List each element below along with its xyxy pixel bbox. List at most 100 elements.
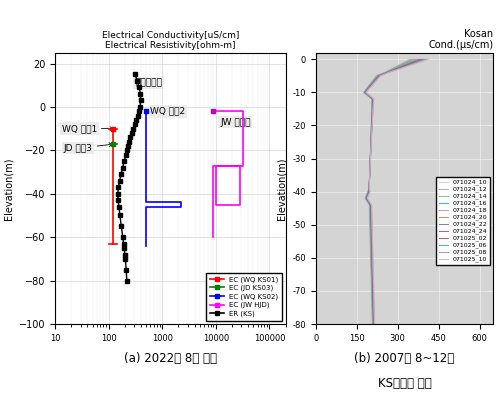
071024_18: [367, 216, 373, 221]
071024_12: [362, 196, 368, 201]
071024_18: [370, 315, 376, 320]
071024_14: [366, 183, 372, 188]
071024_24: [376, 73, 382, 78]
071024_12: [369, 322, 375, 326]
071024_24: [369, 116, 375, 121]
071025_02: [368, 83, 374, 88]
071025_06: [385, 70, 391, 75]
EC (WQ KS02): [143, 205, 149, 209]
071024_24: [369, 123, 375, 128]
071024_12: [367, 236, 373, 241]
071024_18: [372, 77, 378, 81]
071025_02: [370, 302, 376, 307]
071025_06: [369, 216, 375, 221]
071024_20: [368, 229, 374, 234]
071024_24: [370, 302, 376, 307]
071024_22: [384, 70, 390, 75]
071025_10: [370, 249, 376, 254]
071025_06: [370, 256, 376, 260]
071025_08: [370, 282, 376, 287]
071024_24: [366, 183, 372, 188]
071024_16: [368, 149, 374, 154]
071025_08: [369, 216, 375, 221]
071024_20: [369, 262, 375, 267]
EC (JW HJD): [210, 235, 216, 240]
Text: JW 한장동: JW 한장동: [220, 117, 250, 127]
071025_06: [369, 229, 375, 234]
071024_12: [369, 295, 375, 300]
071025_06: [370, 110, 376, 115]
071024_20: [368, 249, 374, 254]
ER (KS): [126, 139, 132, 144]
071025_10: [370, 256, 376, 260]
071024_16: [368, 123, 374, 128]
071025_06: [366, 183, 372, 188]
071024_22: [368, 236, 374, 241]
071024_14: [366, 186, 372, 191]
071024_20: [399, 64, 405, 68]
071025_10: [371, 288, 377, 293]
071025_10: [372, 322, 378, 326]
071024_14: [367, 209, 373, 214]
071024_22: [370, 315, 376, 320]
071024_10: [369, 302, 375, 307]
071025_02: [368, 136, 374, 141]
071025_06: [374, 77, 380, 81]
071025_10: [371, 315, 377, 320]
071024_24: [410, 60, 416, 65]
071024_20: [370, 302, 376, 307]
071024_10: [366, 209, 372, 214]
071024_22: [366, 189, 372, 194]
071024_10: [366, 176, 372, 181]
071025_10: [363, 90, 369, 95]
071025_06: [368, 149, 374, 154]
071025_08: [366, 87, 372, 92]
071024_12: [369, 110, 375, 115]
071024_14: [374, 73, 380, 78]
071025_06: [371, 80, 377, 85]
071024_14: [369, 110, 375, 115]
Text: WQ 고산1: WQ 고산1: [62, 124, 114, 133]
EC (WQ KS02): [143, 243, 149, 248]
071025_06: [394, 67, 400, 72]
071024_10: [368, 282, 374, 287]
071024_12: [367, 229, 373, 234]
071024_20: [367, 83, 373, 88]
071025_02: [370, 275, 376, 280]
071024_24: [367, 169, 373, 174]
EC (JW HJD): [210, 109, 216, 114]
071024_20: [370, 322, 376, 326]
071024_12: [363, 192, 369, 197]
071025_02: [368, 222, 374, 227]
071024_18: [366, 189, 372, 194]
071024_12: [367, 209, 373, 214]
071024_18: [369, 288, 375, 293]
071024_14: [403, 60, 409, 65]
071024_14: [368, 130, 374, 134]
ER (KS): [118, 172, 124, 177]
ER (KS): [129, 130, 135, 135]
071024_16: [369, 302, 375, 307]
071024_12: [367, 242, 373, 247]
EC (JW HJD): [240, 109, 246, 114]
071025_08: [363, 90, 369, 95]
071025_08: [374, 77, 380, 81]
071025_10: [366, 87, 372, 92]
071025_02: [374, 77, 380, 81]
071025_02: [376, 73, 382, 78]
071025_06: [365, 87, 371, 92]
071024_20: [407, 60, 413, 65]
071025_08: [364, 196, 370, 201]
071024_24: [370, 288, 376, 293]
071024_18: [367, 83, 373, 88]
071024_16: [366, 183, 372, 188]
Y-axis label: Elevation(m): Elevation(m): [277, 157, 287, 220]
071025_08: [377, 73, 383, 78]
071024_16: [368, 236, 374, 241]
Line: 071024_24: 071024_24: [365, 59, 421, 324]
071024_22: [367, 163, 373, 168]
ER (KS): [136, 85, 142, 90]
071024_10: [368, 116, 374, 121]
071025_10: [367, 176, 373, 181]
ER (KS): [132, 72, 138, 77]
